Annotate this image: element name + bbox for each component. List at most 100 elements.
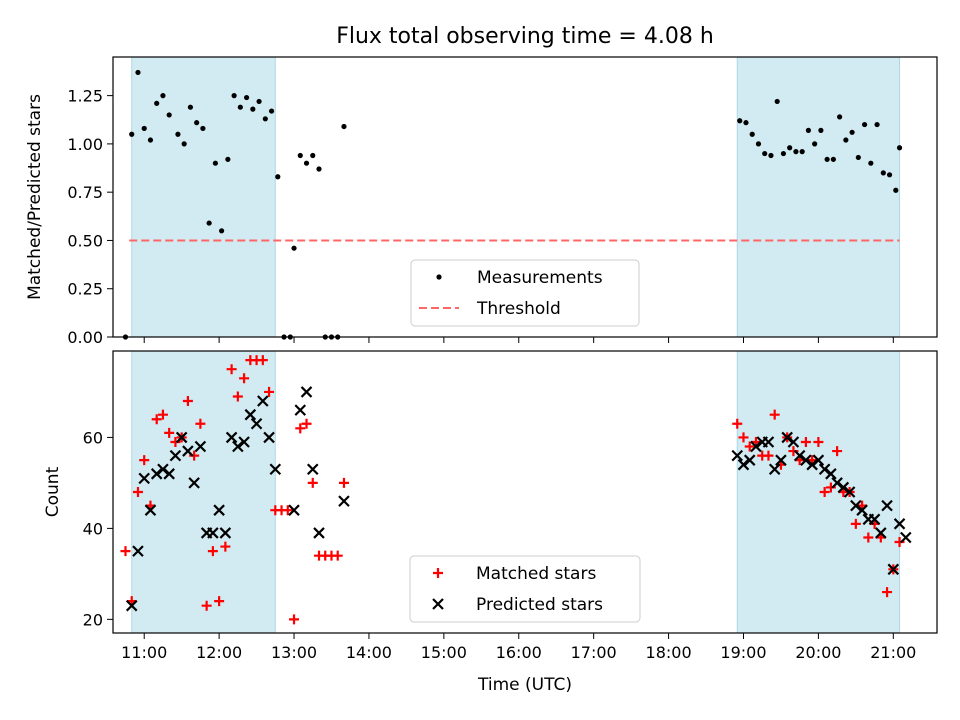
predicted-star-point (132, 545, 144, 557)
predicted-star-point (238, 436, 250, 448)
predicted-star-point (787, 436, 800, 448)
measurement-point (896, 145, 903, 151)
legend-box (409, 555, 641, 623)
predicted-star-point (731, 449, 744, 462)
predicted-star-point (138, 472, 150, 485)
measurement-point (297, 152, 303, 159)
measurement-point (141, 125, 147, 132)
matched-star-point (763, 450, 774, 461)
predicted-star-point (818, 463, 831, 476)
predicted-star-point (144, 504, 157, 516)
matched-star-point (289, 614, 300, 625)
measurement-point (762, 150, 768, 157)
predicted-star-point (781, 431, 793, 444)
predicted-star-point (207, 527, 219, 539)
shaded-region (736, 350, 901, 634)
y-tick-label: 1.00 (67, 135, 103, 154)
y-tick-label: 0.75 (67, 183, 103, 202)
top-shaded-regions (131, 56, 901, 338)
measurement-point (219, 228, 225, 234)
predicted-star-point (737, 458, 750, 471)
y-tick-label: 40 (83, 519, 103, 538)
predicted-star-point (250, 417, 263, 430)
measurement-point (310, 152, 316, 159)
measurement-point (303, 160, 310, 166)
predicted-star-point (775, 454, 787, 466)
predicted-star-point (188, 477, 200, 489)
x-tick-label: 13:00 (271, 643, 317, 662)
matched-star-point (164, 427, 175, 438)
predicted-star-point (812, 454, 825, 466)
measurement-point (147, 137, 154, 143)
measurement-point (135, 69, 141, 76)
x-tick-label: 11:00 (121, 643, 167, 662)
predicted-star-point (232, 440, 244, 453)
matched-star-point (307, 477, 318, 488)
matched-star-point (170, 436, 181, 447)
matched-star-point (301, 418, 312, 429)
predicted-star-point (900, 531, 912, 544)
matched-star-point (220, 541, 231, 552)
measurement-point (275, 174, 281, 180)
predicted-star-point (793, 449, 806, 462)
legend-box (410, 259, 640, 327)
top-legend: Measurements Threshold (410, 259, 640, 327)
top-axes-frame (112, 56, 938, 338)
measurement-point (755, 141, 762, 147)
matched-star-point (332, 550, 343, 561)
measurement-point (749, 131, 755, 137)
measurement-point (200, 125, 206, 132)
measurement-point (175, 131, 181, 137)
measurement-point (812, 141, 818, 147)
bottom-y-axis-label: Count (43, 466, 63, 517)
y-tick-label: 0.25 (67, 280, 103, 299)
shaded-region (736, 56, 901, 338)
top-y-ticks: 0.00 0.25 0.50 0.75 1.00 1.25 (67, 87, 113, 347)
x-axis-label: Time (UTC) (477, 675, 572, 695)
predicted-star-point (288, 504, 300, 516)
measurement-point (830, 156, 836, 162)
predicted-star-point (762, 436, 775, 448)
matched-star-point (738, 432, 749, 443)
measurement-point (194, 120, 200, 126)
measurement-point (160, 93, 166, 99)
predicted-star-point (800, 454, 812, 466)
measurement-point (843, 137, 849, 143)
predicted-star-point (887, 563, 900, 576)
predicted-star-point (850, 499, 862, 512)
y-tick-label: 60 (83, 428, 103, 447)
bottom-shaded-regions (131, 350, 901, 634)
predicted-star-point (225, 431, 238, 444)
measurement-point (243, 94, 250, 101)
x-tick-label: 18:00 (646, 643, 692, 662)
measurement-point (874, 121, 880, 128)
matched-star-point (151, 414, 162, 425)
matched-star-point (800, 436, 811, 447)
predicted-star-point (300, 386, 313, 398)
legend-label: Threshold (476, 299, 561, 319)
matched-star-point (825, 482, 836, 493)
predicted-star-point (856, 504, 868, 516)
measurement-point (774, 98, 780, 105)
predicted-star-point (150, 468, 163, 480)
measurement-point (780, 150, 787, 157)
predicted-star-point (768, 463, 781, 476)
matched-star-point (207, 546, 218, 557)
predicted-star-point (169, 449, 182, 462)
matched-star-point (132, 487, 143, 497)
measurement-point (206, 220, 212, 226)
top-y-axis-label: Matched/Predicted stars (25, 94, 45, 300)
shaded-region (131, 56, 276, 338)
chart-title: Flux total observing time = 4.08 h (336, 24, 714, 49)
predicted-star-point (294, 404, 307, 416)
predicted-star-point (306, 463, 319, 476)
y-tick-label: 0.00 (67, 328, 103, 347)
matched-star-point (744, 441, 755, 452)
x-tick-label: 19:00 (720, 643, 766, 662)
y-tick-label: 20 (83, 610, 103, 629)
predicted-star-point (163, 468, 175, 480)
measurement-point (291, 245, 297, 251)
measurement-point (341, 123, 347, 130)
x-tick-label: 20:00 (795, 643, 841, 662)
measurement-point (212, 160, 218, 166)
